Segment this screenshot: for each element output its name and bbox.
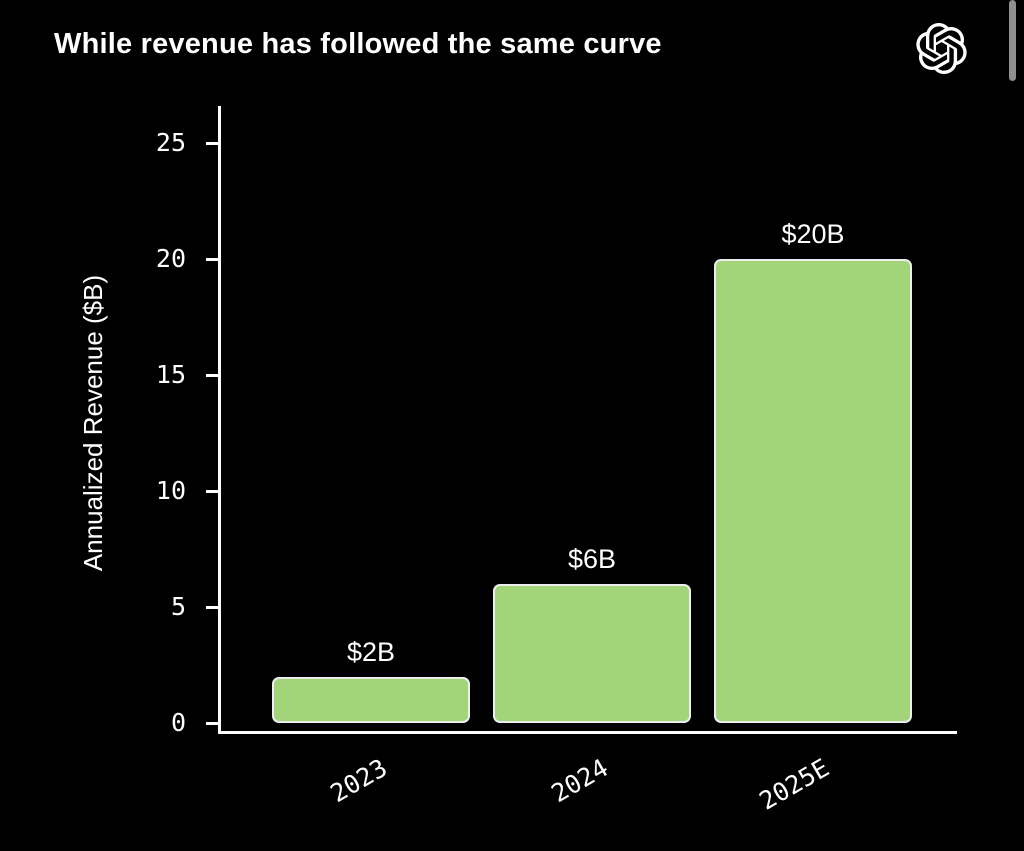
bar-value-label-2023: $2B bbox=[346, 636, 396, 667]
x-axis-spine bbox=[218, 731, 957, 734]
y-axis-spine bbox=[218, 106, 221, 734]
y-tick-label: 25 bbox=[155, 128, 186, 157]
bar-2025E bbox=[714, 259, 912, 723]
y-tick-label: 10 bbox=[155, 476, 186, 505]
y-tick-label: 15 bbox=[155, 360, 186, 389]
y-tick-mark bbox=[206, 141, 219, 145]
bar-value-label-2025E: $20B bbox=[781, 219, 845, 249]
chart-title: While revenue has followed the same curv… bbox=[54, 28, 662, 60]
openai-logo-icon bbox=[916, 23, 967, 74]
scrollbar-thumb[interactable] bbox=[1009, 0, 1016, 81]
y-tick-mark bbox=[206, 257, 219, 261]
y-tick-label: 5 bbox=[170, 592, 186, 621]
x-tick-label-2023: 2023 bbox=[325, 753, 392, 809]
bar-2024 bbox=[493, 583, 691, 723]
bar-2023 bbox=[272, 676, 470, 723]
y-axis-label: Annualized Revenue ($B) bbox=[78, 274, 108, 572]
y-tick-mark bbox=[206, 605, 219, 609]
x-tick-label-2025E: 2025E bbox=[754, 753, 834, 816]
y-tick-mark bbox=[206, 373, 219, 377]
y-tick-mark bbox=[206, 489, 219, 493]
y-tick-label: 0 bbox=[170, 708, 186, 737]
x-tick-label-2024: 2024 bbox=[546, 753, 613, 809]
y-tick-label: 20 bbox=[155, 244, 186, 273]
bar-value-label-2024: $6B bbox=[567, 543, 617, 574]
y-tick-mark bbox=[206, 721, 219, 725]
